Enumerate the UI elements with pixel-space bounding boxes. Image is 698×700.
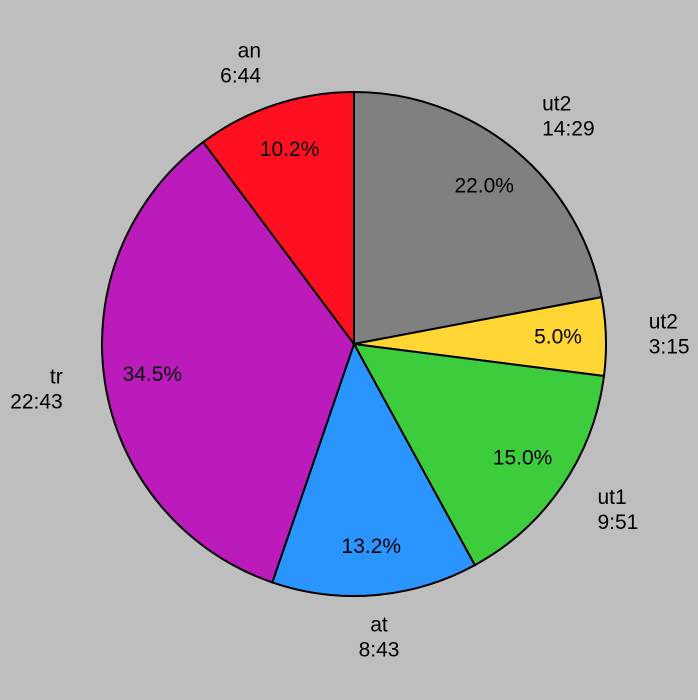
slice-name: tr — [50, 365, 63, 388]
pie-slice — [201, 90, 355, 348]
percent-label: 34.5% — [123, 363, 183, 386]
slice-duration: 22:43 — [10, 390, 63, 413]
pie-slice — [352, 342, 606, 567]
slice-name: an — [238, 40, 261, 63]
slice-name: at — [370, 613, 388, 636]
slice-name: ut2 — [649, 311, 678, 334]
slice-duration: 9:51 — [597, 511, 638, 534]
percent-label: 10.2% — [260, 138, 320, 161]
percent-label: 5.0% — [534, 325, 582, 348]
slice-duration: 8:43 — [359, 638, 400, 661]
percent-label: 15.0% — [493, 447, 553, 470]
percent-label: 22.0% — [454, 174, 514, 197]
pie-slice — [271, 341, 477, 597]
slice-name: ut2 — [542, 92, 571, 115]
pie-slice — [100, 140, 356, 584]
percent-label: 13.2% — [342, 535, 402, 558]
slice-name: ut1 — [597, 486, 626, 509]
slice-duration: 14:29 — [542, 117, 595, 140]
pie-slice — [353, 90, 603, 346]
slice-duration: 6:44 — [220, 65, 261, 88]
slice-duration: 3:15 — [649, 336, 690, 359]
